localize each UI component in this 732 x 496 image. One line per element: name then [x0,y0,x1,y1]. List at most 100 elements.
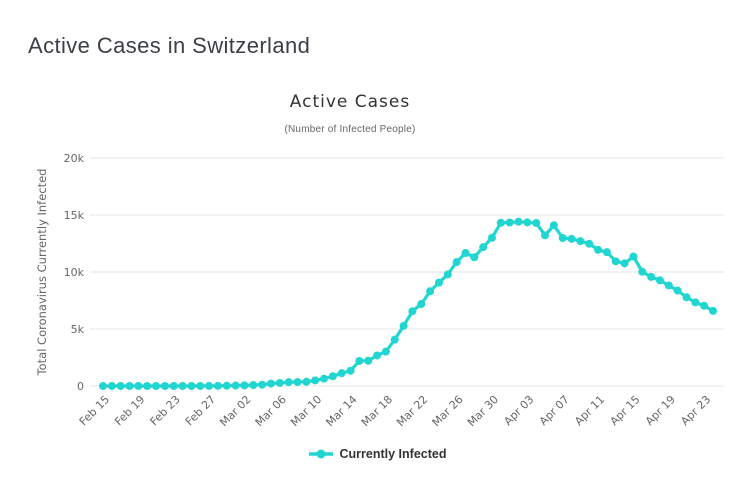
data-point-marker[interactable] [107,381,116,390]
data-point-marker[interactable] [381,347,390,356]
data-point-marker[interactable] [99,381,107,390]
legend-item-currently-infected[interactable]: Currently Infected [11,447,732,461]
x-axis-tick-label: Apr 03 [501,393,536,428]
data-point-marker[interactable] [691,298,700,307]
data-point-marker[interactable] [152,381,161,390]
data-point-marker[interactable] [523,218,532,227]
data-point-marker[interactable] [213,381,222,390]
data-point-marker[interactable] [434,278,443,287]
data-point-marker[interactable] [364,356,373,365]
data-point-marker[interactable] [673,286,682,295]
y-axis-tick-label: 5k [71,323,85,336]
x-axis-tick-label: Mar 06 [253,393,289,429]
x-axis-tick-label: Mar 18 [359,393,395,429]
data-point-marker[interactable] [576,237,585,246]
data-point-marker[interactable] [302,377,311,386]
data-point-marker[interactable] [196,381,205,390]
series-line[interactable] [101,220,715,388]
x-axis-tick-label: Mar 10 [288,393,324,429]
data-point-marker[interactable] [709,306,717,315]
x-axis-tick-label: Mar 26 [430,393,466,429]
x-axis-tick-label: Apr 11 [572,393,607,428]
data-point-marker[interactable] [275,378,284,387]
data-point-marker[interactable] [240,381,249,390]
data-point-marker[interactable] [205,381,214,390]
data-point-marker[interactable] [187,381,196,390]
data-point-marker[interactable] [505,218,514,227]
data-point-marker[interactable] [178,381,187,390]
data-point-marker[interactable] [452,258,461,267]
data-point-marker[interactable] [470,253,479,262]
data-point-marker[interactable] [266,379,275,388]
chart-subtitle: (Number of Infected People) [284,124,416,135]
data-point-marker[interactable] [620,259,629,268]
data-point-marker[interactable] [169,381,178,390]
x-axis-tick-label: Feb 19 [112,393,147,428]
data-point-marker[interactable] [567,234,576,243]
data-point-marker[interactable] [125,381,134,390]
data-point-marker[interactable] [558,233,567,242]
data-point-marker[interactable] [337,369,346,378]
data-point-marker[interactable] [284,378,293,387]
data-point-marker[interactable] [399,321,408,330]
data-point-marker[interactable] [611,257,620,266]
data-point-marker[interactable] [541,231,550,240]
x-axis-tick-label: Mar 02 [217,393,253,429]
data-point-marker[interactable] [293,378,302,387]
data-point-marker[interactable] [311,376,320,385]
data-point-marker[interactable] [479,243,488,252]
data-point-marker[interactable] [655,276,664,285]
data-point-marker[interactable] [143,381,152,390]
data-point-marker[interactable] [487,233,496,242]
data-point-marker[interactable] [647,272,656,281]
data-point-marker[interactable] [629,252,638,261]
data-point-marker[interactable] [417,300,426,309]
data-point-marker[interactable] [426,287,435,296]
data-point-marker[interactable] [638,267,647,276]
data-point-marker[interactable] [222,381,231,390]
y-axis-tick-label: 20k [64,152,85,165]
legend-line-marker-icon [308,449,333,459]
y-axis-tick-label: 0 [77,380,84,393]
data-point-marker[interactable] [328,372,337,381]
data-point-marker[interactable] [664,281,673,290]
x-axis-tick-label: Mar 30 [465,393,501,429]
x-axis-tick-label: Mar 14 [323,393,359,429]
data-point-marker[interactable] [134,381,143,390]
data-point-marker[interactable] [346,366,355,375]
chart-title: Active Cases [289,92,411,112]
data-point-marker[interactable] [373,351,382,360]
data-point-marker[interactable] [160,381,169,390]
legend-label: Currently Infected [339,447,447,461]
data-point-marker[interactable] [443,270,452,279]
data-point-marker[interactable] [496,218,505,227]
data-point-marker[interactable] [594,245,603,254]
data-point-marker[interactable] [682,293,691,302]
y-axis-title: Total Coronavirus Currently Infected [35,169,49,377]
data-point-marker[interactable] [585,239,594,248]
data-point-marker[interactable] [408,307,417,316]
data-point-marker[interactable] [116,381,125,390]
y-axis-tick-label: 15k [64,209,85,222]
x-axis-tick-label: Feb 15 [77,393,112,428]
data-point-marker[interactable] [461,249,470,258]
x-axis-tick-label: Feb 27 [183,393,218,428]
data-point-marker[interactable] [549,221,558,230]
data-point-marker[interactable] [258,380,267,389]
data-point-marker[interactable] [320,374,329,383]
x-axis-tick-label: Apr 23 [678,393,713,428]
y-axis-tick-label: 10k [64,266,85,279]
data-point-marker[interactable] [390,335,399,344]
x-axis-tick-label: Mar 22 [394,393,430,429]
data-point-marker[interactable] [700,301,709,310]
data-point-marker[interactable] [514,217,523,226]
data-point-marker[interactable] [355,356,364,365]
data-point-marker[interactable] [532,218,541,227]
data-point-marker[interactable] [602,248,611,257]
page-title: Active Cases in Switzerland [28,33,311,58]
x-axis-tick-label: Apr 15 [608,393,643,428]
x-axis-tick-label: Feb 23 [148,393,183,428]
data-point-marker[interactable] [231,381,240,390]
data-point-marker[interactable] [249,381,258,390]
